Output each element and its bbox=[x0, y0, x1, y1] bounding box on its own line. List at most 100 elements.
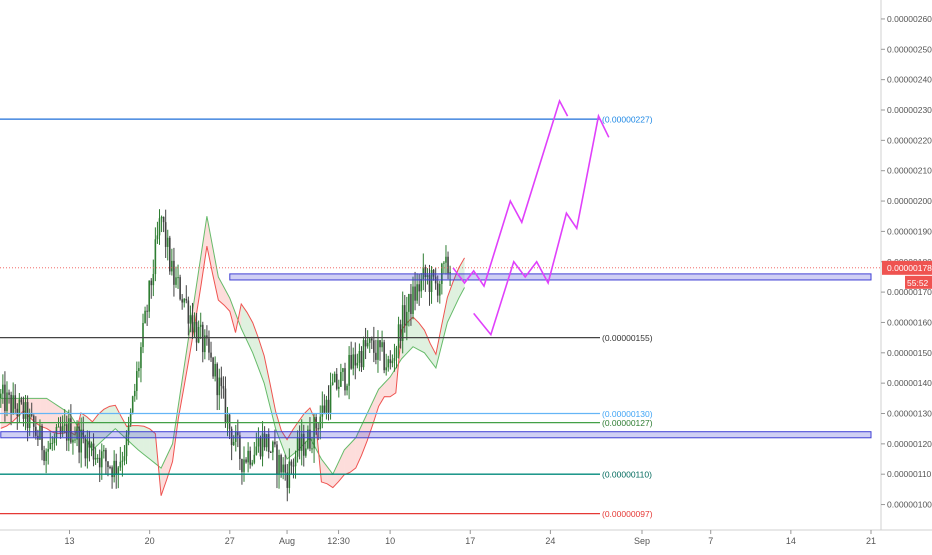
candle-body bbox=[412, 287, 414, 314]
x-tick-label: 7 bbox=[708, 536, 713, 546]
candle-body bbox=[6, 392, 8, 411]
candle-body bbox=[122, 461, 124, 462]
candle-body bbox=[91, 444, 93, 448]
candle-body bbox=[245, 459, 247, 462]
candle-body bbox=[336, 374, 338, 389]
candle-body bbox=[109, 467, 111, 468]
candle-body bbox=[284, 465, 286, 473]
candle-body bbox=[402, 305, 404, 341]
cloud-segment bbox=[98, 409, 104, 444]
y-tick-label: 0.00000100 bbox=[887, 500, 932, 510]
y-tick-label: 0.00000130 bbox=[887, 409, 932, 419]
candle-body bbox=[385, 367, 387, 370]
candle-body bbox=[420, 279, 422, 291]
candle-body bbox=[155, 239, 157, 274]
candle-body bbox=[229, 414, 231, 428]
zone-2 bbox=[1, 432, 871, 438]
candle-body bbox=[111, 467, 113, 477]
candle-body bbox=[338, 387, 340, 389]
y-tick-label: 0.00000110 bbox=[887, 469, 932, 479]
candle-body bbox=[14, 395, 16, 409]
candle-body bbox=[21, 399, 23, 402]
candle-body bbox=[381, 342, 383, 347]
y-tick-label: 0.00000140 bbox=[887, 378, 932, 388]
candle-body bbox=[153, 274, 155, 285]
candle-body bbox=[157, 235, 159, 239]
candle-body bbox=[97, 458, 99, 459]
candle-body bbox=[165, 222, 167, 247]
candle-body bbox=[183, 299, 185, 303]
candle-body bbox=[171, 261, 173, 272]
candle-body bbox=[72, 440, 74, 443]
candle-body bbox=[272, 442, 274, 453]
candle-body bbox=[322, 406, 324, 417]
candle-body bbox=[280, 455, 282, 472]
candle-body bbox=[124, 456, 126, 460]
candle-body bbox=[159, 218, 161, 235]
candle-body bbox=[198, 327, 200, 343]
candle-body bbox=[359, 351, 361, 363]
candle-body bbox=[190, 315, 192, 323]
x-tick-label: 10 bbox=[385, 536, 395, 546]
candle-body bbox=[188, 300, 190, 323]
candle-body bbox=[357, 363, 359, 366]
candle-body bbox=[342, 368, 344, 372]
x-tick-label: 24 bbox=[545, 536, 555, 546]
y-tick-label: 0.00000250 bbox=[887, 44, 932, 54]
candle-body bbox=[134, 391, 136, 396]
candle-body bbox=[445, 257, 447, 263]
candle-body bbox=[282, 465, 284, 473]
x-tick-label: 20 bbox=[145, 536, 155, 546]
candle-body bbox=[311, 448, 313, 449]
candle-body bbox=[105, 450, 107, 461]
candle-body bbox=[258, 438, 260, 447]
candle-body bbox=[223, 386, 225, 388]
candle-body bbox=[387, 359, 389, 367]
cloud-segment bbox=[47, 398, 53, 432]
candle-body bbox=[210, 353, 212, 358]
y-tick-label: 0.00000210 bbox=[887, 166, 932, 176]
candle-body bbox=[332, 382, 334, 385]
candle-body bbox=[371, 339, 373, 341]
candle-body bbox=[324, 406, 326, 413]
candle-body bbox=[379, 340, 381, 347]
countdown-label: 55:52 bbox=[907, 278, 929, 288]
candle-body bbox=[225, 389, 227, 423]
level-label-1: (0.00000227) bbox=[602, 115, 653, 125]
candle-body bbox=[140, 347, 142, 368]
candle-body bbox=[148, 281, 150, 312]
candle-body bbox=[394, 358, 396, 361]
candle-body bbox=[348, 355, 350, 386]
candle-body bbox=[161, 217, 163, 218]
candle-body bbox=[70, 418, 72, 442]
y-tick-label: 0.00000190 bbox=[887, 226, 932, 236]
candle-body bbox=[326, 400, 328, 413]
candle-body bbox=[416, 284, 418, 300]
candle-body bbox=[392, 361, 394, 363]
candle-body bbox=[350, 355, 352, 369]
candle-body bbox=[93, 444, 95, 460]
y-tick-label: 0.00000230 bbox=[887, 105, 932, 115]
candle-body bbox=[377, 340, 379, 360]
candle-body bbox=[297, 438, 299, 457]
candle-body bbox=[212, 358, 214, 377]
candle-body bbox=[361, 351, 363, 367]
candle-body bbox=[202, 325, 204, 352]
candle-body bbox=[8, 392, 10, 394]
y-tick-label: 0.00000150 bbox=[887, 348, 932, 358]
candle-body bbox=[295, 457, 297, 466]
candle-body bbox=[375, 353, 377, 360]
level-label-2: (0.00000155) bbox=[602, 333, 653, 343]
candle-body bbox=[216, 364, 218, 395]
candle-body bbox=[144, 311, 146, 323]
candle-body bbox=[247, 451, 249, 463]
candle-body bbox=[365, 340, 367, 346]
candle-body bbox=[449, 272, 451, 273]
level-label-5: (0.00000110) bbox=[602, 470, 652, 480]
candle-body bbox=[87, 441, 89, 459]
candle-body bbox=[293, 466, 295, 467]
candle-body bbox=[437, 283, 439, 295]
candle-body bbox=[54, 438, 56, 443]
candle-body bbox=[233, 442, 235, 445]
